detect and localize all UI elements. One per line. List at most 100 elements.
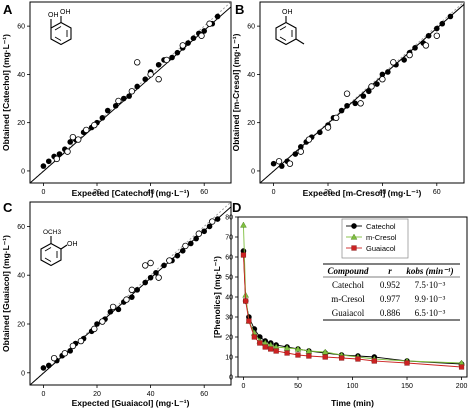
data-point (458, 364, 465, 370)
table-cell: Catechol (332, 280, 364, 290)
substituent-label: OH (60, 9, 71, 16)
plot-area (29, 1, 232, 184)
y-tick-label: 20 (225, 335, 233, 342)
legend-marker (351, 245, 357, 251)
substituent-label: OH (67, 241, 78, 248)
x-tick-label: 40 (147, 189, 155, 196)
x-tick-label: 20 (93, 391, 101, 398)
legend-marker (351, 223, 357, 229)
data-point-filled (412, 45, 418, 51)
x-tick-label: 20 (324, 189, 332, 196)
data-point-filled (298, 144, 304, 150)
data-point (404, 360, 410, 366)
data-point-filled (45, 362, 52, 369)
substituent-label: OH (48, 12, 59, 19)
data-point-open (390, 59, 397, 66)
axes: 0 20 40 60 0 20 40 60 (17, 224, 208, 398)
plot-area (259, 1, 465, 184)
x-tick-label: 50 (294, 383, 302, 390)
y-tick-label: 0 (251, 168, 255, 175)
x-axis-label: Expected [Catechol] (mg·L⁻¹) (72, 188, 190, 198)
y-tick-label: 40 (17, 273, 25, 280)
legend-marker (350, 233, 358, 240)
data-point-open (166, 257, 173, 264)
panel-a: A OH OH 0 20 40 60 0 20 40 60 Expected [Catecho… (1, 1, 232, 198)
data-point (295, 352, 301, 358)
data-point-filled (67, 348, 73, 354)
table-cell: 7.5·10⁻³ (415, 280, 446, 290)
data-point-filled (292, 151, 299, 157)
data-point-filled (188, 240, 194, 247)
data-point-open (64, 148, 71, 155)
panel-c: C OCH3 OH 0 20 40 60 0 20 40 60 Expected [Guaia… (1, 200, 232, 408)
data-point-filled (366, 88, 372, 95)
panel-letter: D (232, 200, 241, 215)
y-tick-label: 30 (225, 315, 233, 322)
substituent-label: OCH3 (43, 229, 61, 236)
data-point-filled (67, 139, 73, 145)
data-point-filled (214, 216, 221, 222)
m-cresol-structure: OH (275, 9, 305, 46)
y-tick-label: 20 (247, 120, 255, 127)
data-point-open (128, 88, 136, 95)
data-point-filled (126, 93, 132, 99)
data-point-filled (115, 306, 122, 313)
data-point-filled (40, 163, 47, 169)
data-point-open (77, 337, 85, 345)
y-tick-label: 50 (225, 275, 233, 282)
data-point-filled (201, 28, 207, 34)
y-tick-label: 10 (225, 355, 233, 362)
y-tick-label: 20 (17, 322, 25, 329)
data-point-filled (374, 81, 380, 87)
data-point (251, 334, 257, 340)
x-tick-label: 200 (456, 383, 468, 390)
y-tick-label: 0 (229, 375, 233, 382)
y-tick-label: 40 (17, 72, 25, 79)
data-point (240, 252, 247, 258)
plot-area (29, 201, 232, 386)
data-point-open (433, 32, 440, 39)
data-point-filled (401, 57, 407, 63)
data-point-open (91, 325, 98, 333)
data-point-filled (360, 93, 367, 99)
y-tick-label: 40 (225, 295, 233, 302)
data-point-open (91, 121, 98, 129)
data-point-filled (270, 160, 277, 167)
y-tick-label: 20 (17, 120, 25, 127)
data-point-filled (56, 151, 63, 157)
data-point-open (61, 350, 69, 357)
y-tick-label: 0 (21, 370, 25, 377)
data-point-filled (161, 262, 167, 269)
data-point-filled (142, 76, 149, 83)
data-point (294, 345, 302, 352)
x-axis-label: Time (min) (331, 398, 374, 408)
data-point-filled (169, 54, 175, 61)
y-axis-label: Obtained [Catechol] (mg·L⁻¹) (1, 34, 11, 151)
data-point-open (297, 148, 304, 155)
data-point-open (406, 51, 413, 59)
data-point-filled (193, 235, 199, 242)
x-tick-label: 0 (41, 189, 45, 196)
data-point-open (147, 71, 154, 78)
data-point-open (286, 160, 294, 167)
catechol-structure: OH OH (48, 9, 72, 46)
data-point-open (179, 42, 186, 49)
panel-letter: B (235, 2, 244, 17)
table-cell: 0.977 (380, 294, 401, 304)
table-header: kobs (min⁻¹) (406, 266, 453, 276)
data-point-open (109, 303, 117, 311)
data-point (283, 344, 291, 351)
table-cell: 9.9·10⁻³ (415, 294, 446, 304)
legend-label: Catechol (366, 222, 396, 231)
data-point-open (133, 59, 141, 66)
data-point-filled (174, 49, 181, 56)
data-point-open (50, 354, 58, 362)
data-point (257, 340, 263, 346)
data-point-open (195, 230, 203, 237)
legend: Catechol m-Cresol Guaiacol (341, 218, 409, 259)
y-tick-label: 70 (225, 235, 233, 242)
panel-letter: C (3, 200, 13, 215)
data-point-filled (40, 365, 47, 371)
y-tick-label: 60 (247, 24, 255, 31)
data-point (262, 344, 268, 350)
